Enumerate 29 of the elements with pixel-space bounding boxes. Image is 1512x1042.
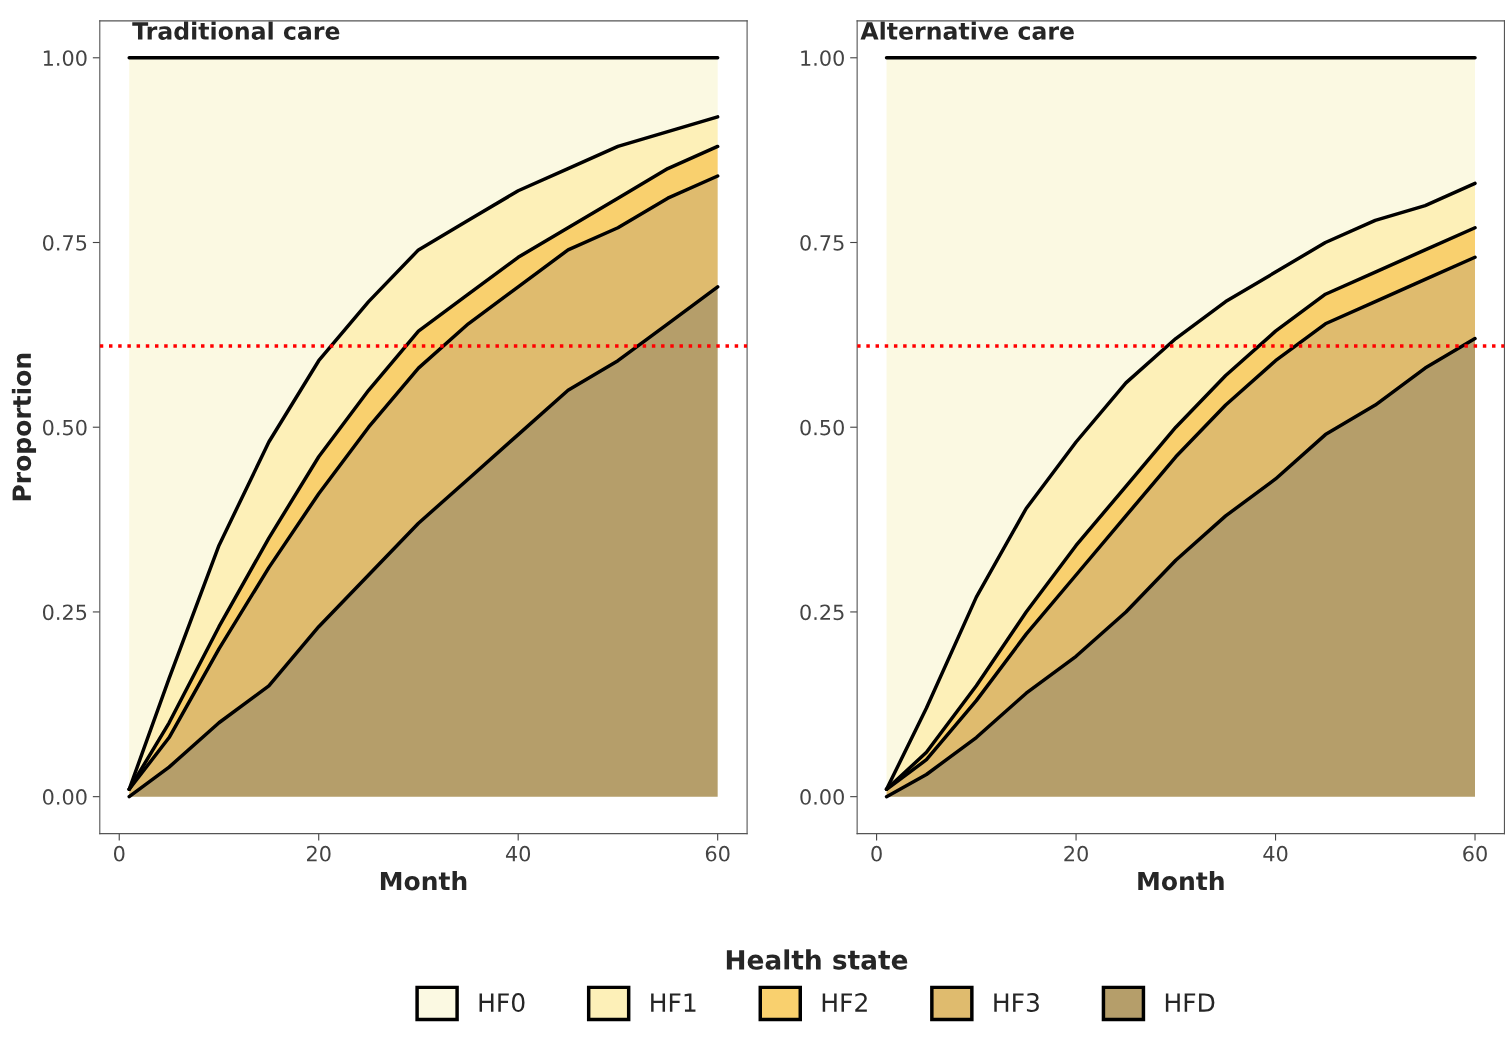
- x-tick-label: 60: [705, 845, 730, 862]
- y-tick-label: 0.50: [42, 419, 87, 436]
- legend-label: HF1: [651, 993, 696, 1012]
- y-tick-label: 0.75: [42, 234, 87, 251]
- x-axis-title: Month: [380, 871, 467, 891]
- y-tick-label: 0.75: [800, 234, 844, 251]
- y-tick-label: 1.00: [801, 50, 844, 66]
- x-tick-label: 60: [1463, 845, 1487, 862]
- chart-title: Traditional care: [132, 21, 340, 40]
- x-tick-label: 0: [113, 845, 125, 862]
- legend-label: HF3: [994, 993, 1039, 1012]
- x-tick-label: 0: [871, 845, 882, 862]
- y-tick-label: 1.00: [43, 50, 87, 66]
- y-tick-label: 0.25: [42, 604, 87, 621]
- legend-label: HF0: [479, 993, 525, 1012]
- chart-title: Alternative care: [860, 21, 1074, 40]
- y-tick-label: 0.00: [42, 789, 87, 805]
- x-tick-label: 20: [306, 845, 331, 862]
- legend-title: Health state: [726, 949, 908, 970]
- x-axis-title: Month: [1138, 871, 1224, 891]
- legend-label: HF2: [822, 993, 867, 1012]
- y-tick-label: 0.25: [800, 604, 844, 621]
- x-tick-label: 40: [505, 845, 531, 862]
- y-tick-label: 0.50: [800, 419, 844, 436]
- x-tick-label: 40: [1263, 845, 1288, 862]
- y-tick-label: 0.00: [800, 789, 844, 805]
- y-axis-title: Proportion: [11, 353, 37, 501]
- x-tick-label: 20: [1064, 845, 1088, 862]
- legend-label: HFD: [1165, 993, 1215, 1012]
